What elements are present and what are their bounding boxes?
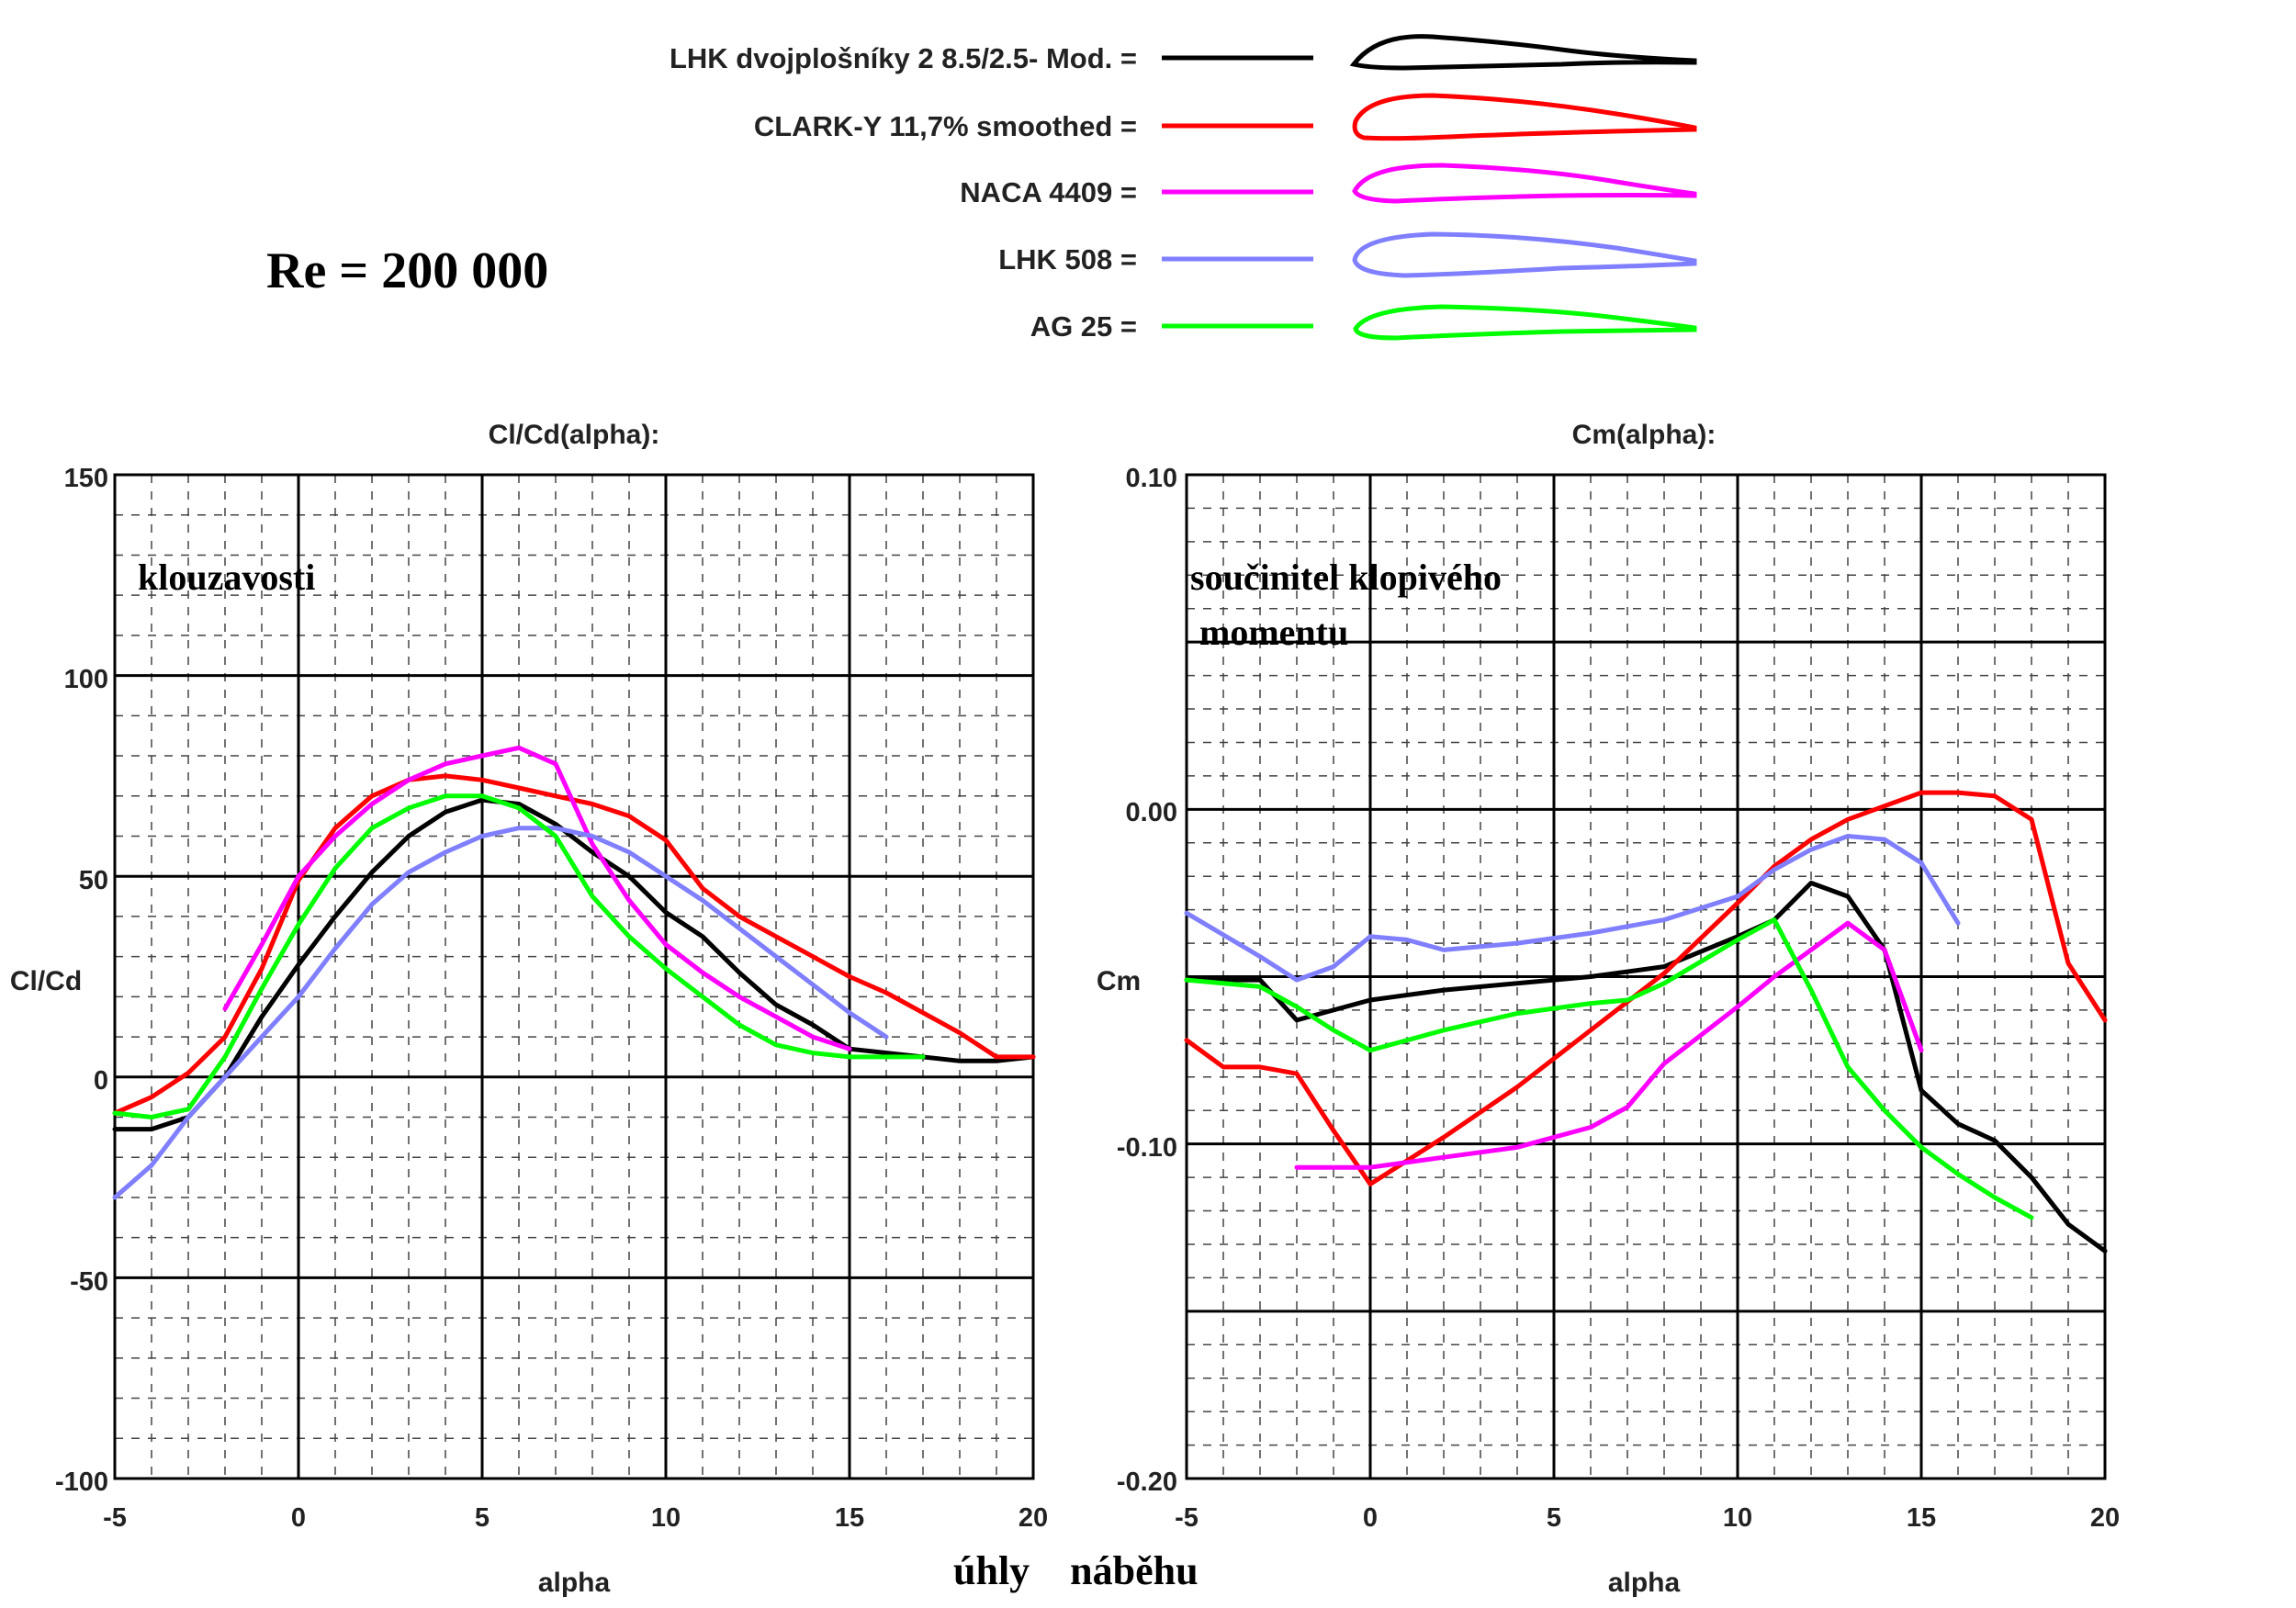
- cl-cd-series-ag-25: [112, 793, 926, 1119]
- cm-xtick-label: 10: [1723, 1503, 1752, 1533]
- cm-xtick-label: 5: [1547, 1503, 1561, 1533]
- legend: LHK dvojplošníky 2 8.5/2.5- Mod. = CLARK…: [670, 34, 1697, 343]
- legend-entry-ag-25: AG 25 =: [1030, 304, 1697, 343]
- cl-cd-series-group: [112, 745, 1036, 1200]
- legend-label-ag-25: AG 25 =: [1030, 310, 1137, 343]
- airfoil-naca-4409-icon: [1352, 163, 1697, 204]
- cm-chart: Cm(alpha): alpha Cm součinitel klopivého…: [1097, 420, 2120, 1598]
- legend-label-lhk-biplane: LHK dvojplošníky 2 8.5/2.5- Mod. =: [670, 42, 1137, 74]
- cl-cd-title: Cl/Cd(alpha):: [489, 420, 660, 450]
- legend-entry-clark-y: CLARK-Y 11,7% smoothed =: [754, 93, 1697, 142]
- airfoil-ag-25-icon: [1353, 304, 1697, 341]
- cm-xtick-label: -5: [1175, 1503, 1199, 1533]
- cm-grid: [1185, 473, 2107, 1480]
- cl-cd-series-lhk-508: [112, 826, 889, 1200]
- cl-cd-xtick-label: 10: [651, 1503, 681, 1533]
- cm-series-lhk-dvojplo-n-ky-2-8-5-2-5-mod: [1184, 881, 2108, 1254]
- cm-series-clark-y-11-7-smoothed: [1184, 790, 2108, 1186]
- airfoil-lhk-508-icon: [1352, 231, 1697, 278]
- cm-plot-frame: [1185, 473, 2107, 1480]
- legend-entry-lhk-biplane: LHK dvojplošníky 2 8.5/2.5- Mod. =: [670, 34, 1697, 74]
- cm-series-naca-4409: [1294, 920, 1924, 1170]
- cm-ylabel: Cm: [1097, 966, 1141, 996]
- cl-cd-ytick-label: -50: [70, 1267, 108, 1297]
- cl-cd-ytick-label: -100: [55, 1467, 108, 1497]
- cl-cd-series-naca-4409: [222, 745, 852, 1051]
- cl-cd-ytick-label: 150: [64, 464, 108, 493]
- cm-series-ag-25: [1184, 917, 2034, 1220]
- cl-cd-annotation: klouzavosti: [138, 557, 315, 598]
- legend-label-naca-4409: NACA 4409 =: [960, 176, 1137, 208]
- cm-ytick-label: -0.20: [1117, 1467, 1177, 1497]
- cm-series-group: [1184, 790, 2108, 1254]
- cl-cd-xtick-label: 20: [1019, 1503, 1048, 1533]
- cm-title: Cm(alpha):: [1572, 420, 1716, 450]
- cl-cd-xtick-label: -5: [103, 1503, 127, 1533]
- cm-annotation-line1: součinitel klopivého: [1190, 557, 1502, 598]
- cl-cd-series-lhk-dvojplo-n-ky-2-8-5-2-5-mod: [112, 797, 1036, 1132]
- airfoil-lhk-biplane-icon: [1349, 34, 1697, 71]
- cl-cd-ytick-label: 0: [94, 1066, 108, 1096]
- cl-cd-xtick-label: 0: [291, 1503, 306, 1533]
- cm-xtick-label: 15: [1907, 1503, 1936, 1533]
- cl-cd-ytick-label: 100: [64, 665, 108, 694]
- cm-series-lhk-508: [1184, 834, 1961, 983]
- legend-entry-lhk-508: LHK 508 =: [998, 231, 1697, 278]
- cl-cd-plot-frame: [113, 473, 1035, 1480]
- cl-cd-grid: [113, 473, 1035, 1480]
- cl-cd-xtick-label: 15: [835, 1503, 864, 1533]
- cm-xtick-label: 20: [2090, 1503, 2120, 1533]
- cl-cd-ylabel: Cl/Cd: [10, 966, 82, 996]
- cl-cd-xtick-label: 5: [475, 1503, 490, 1533]
- cm-xtick-label: 0: [1363, 1503, 1378, 1533]
- cm-ytick-label: -0.10: [1117, 1133, 1177, 1163]
- legend-label-lhk-508: LHK 508 =: [998, 243, 1137, 275]
- legend-label-clark-y: CLARK-Y 11,7% smoothed =: [754, 110, 1137, 142]
- cl-cd-series-clark-y-11-7-smoothed: [112, 773, 1036, 1116]
- legend-entry-naca-4409: NACA 4409 =: [960, 163, 1697, 208]
- cl-cd-ytick-label: 50: [79, 866, 108, 895]
- cl-cd-xlabel: alpha: [538, 1568, 611, 1598]
- cm-annotation-line2: momentu: [1199, 612, 1348, 653]
- cm-ytick-label: 0.10: [1126, 464, 1177, 493]
- angle-of-attack-caption: úhly náběhu: [953, 1548, 1199, 1593]
- airfoil-clark-y-icon: [1352, 93, 1697, 141]
- cl-cd-chart: Cl/Cd(alpha): alpha Cl/Cd klouzavosti 15…: [10, 420, 1048, 1598]
- cm-ytick-label: 0.00: [1126, 798, 1177, 827]
- cm-xlabel: alpha: [1608, 1568, 1681, 1598]
- reynolds-label: Re = 200 000: [266, 242, 548, 299]
